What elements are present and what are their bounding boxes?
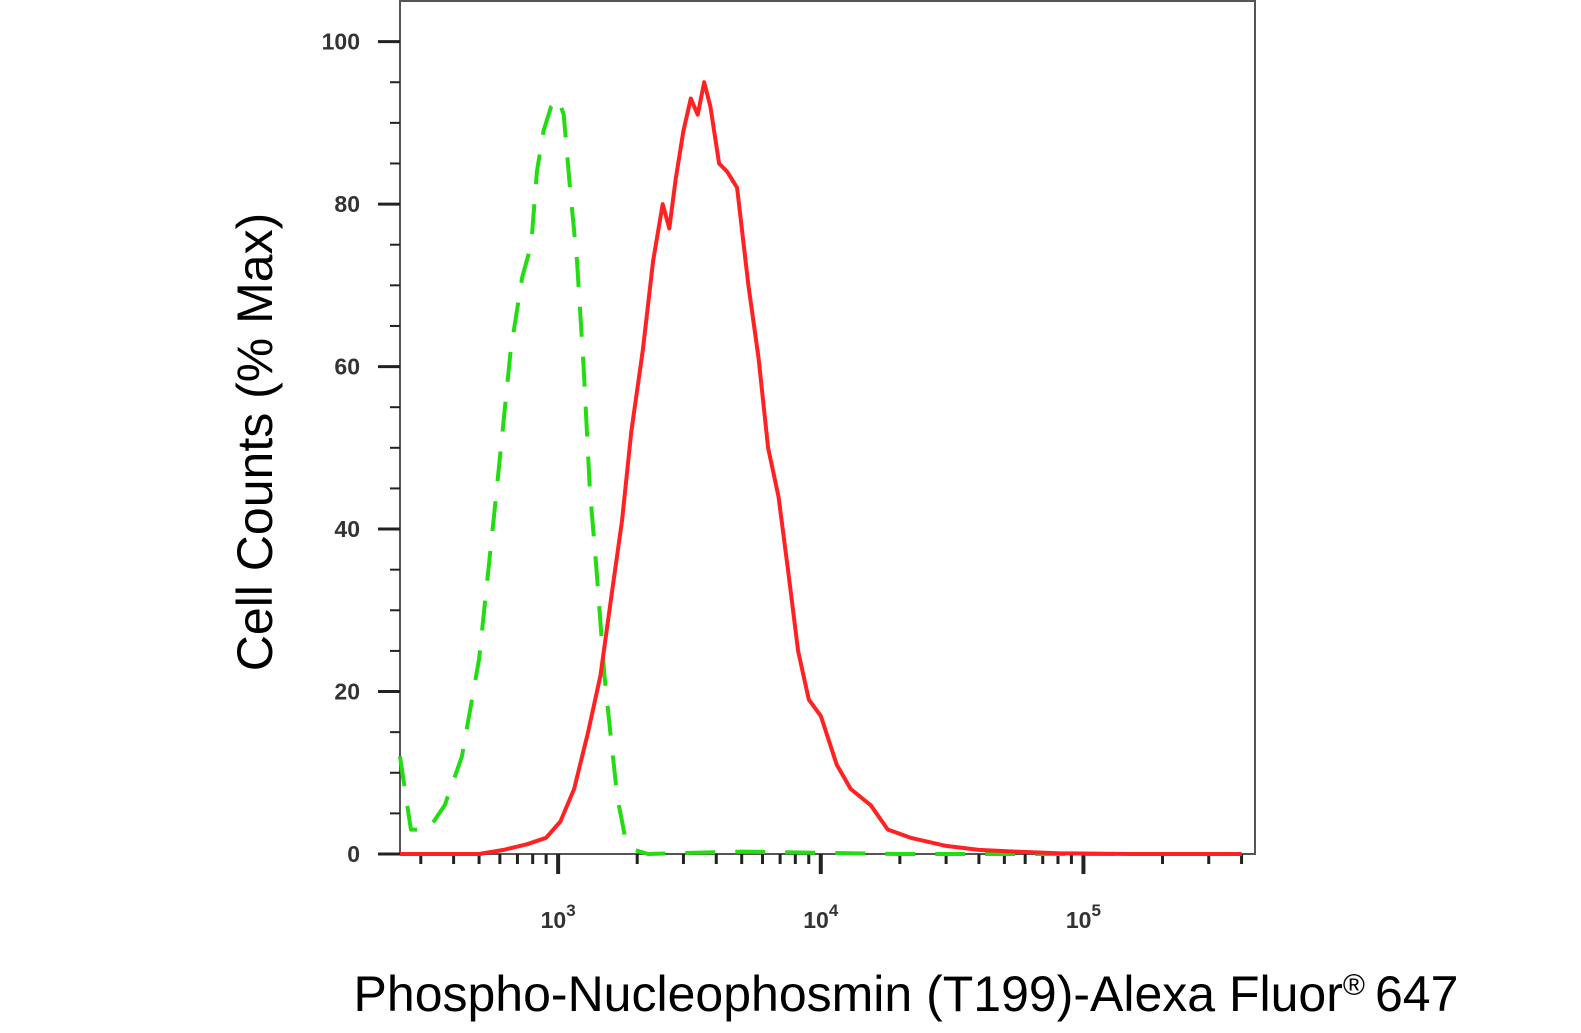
y-tick-label: 60 [334, 354, 360, 380]
x-tick-label: 105 [1066, 901, 1101, 933]
control-histogram-line [398, 96, 1242, 856]
sample-histogram-line [400, 80, 1242, 856]
x-tick-base: 10 [803, 907, 829, 933]
x-tick-base: 10 [541, 907, 567, 933]
x-tick-exponent: 5 [1091, 901, 1100, 920]
x-axis-label-tail: 647 [1375, 966, 1458, 1022]
y-tick-label: 80 [334, 191, 360, 217]
series-layer [398, 80, 1242, 856]
y-tick-label: 100 [322, 29, 360, 55]
plot-frame [399, 0, 1256, 855]
x-axis-label-main: Phospho-Nucleophosmin (T199)-Alexa Fluor [354, 966, 1343, 1022]
registered-mark: ® [1343, 969, 1365, 1002]
y-tick-label: 40 [334, 516, 360, 542]
x-tick-base: 10 [1066, 907, 1092, 933]
x-tick-label: 103 [541, 901, 576, 933]
x-axis: 103 104 105 [419, 854, 1244, 933]
x-tick-exponent: 4 [829, 901, 839, 920]
y-axis-label: Cell Counts (% Max) [227, 213, 283, 671]
y-axis: 0 20 40 60 80 100 [322, 29, 400, 867]
x-axis-label: Phospho-Nucleophosmin (T199)-Alexa Fluor… [354, 966, 1365, 1022]
y-tick-label: 0 [347, 841, 360, 867]
y-tick-label: 20 [334, 679, 360, 705]
x-tick-exponent: 3 [566, 901, 575, 920]
x-tick-label: 104 [803, 901, 839, 933]
